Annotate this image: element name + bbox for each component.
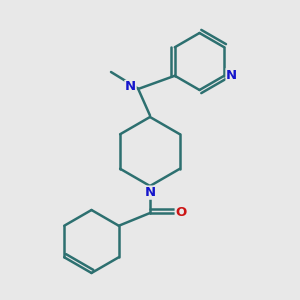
Text: O: O (175, 206, 187, 220)
Text: N: N (144, 186, 156, 199)
Text: N: N (125, 80, 136, 94)
Text: N: N (226, 69, 237, 82)
